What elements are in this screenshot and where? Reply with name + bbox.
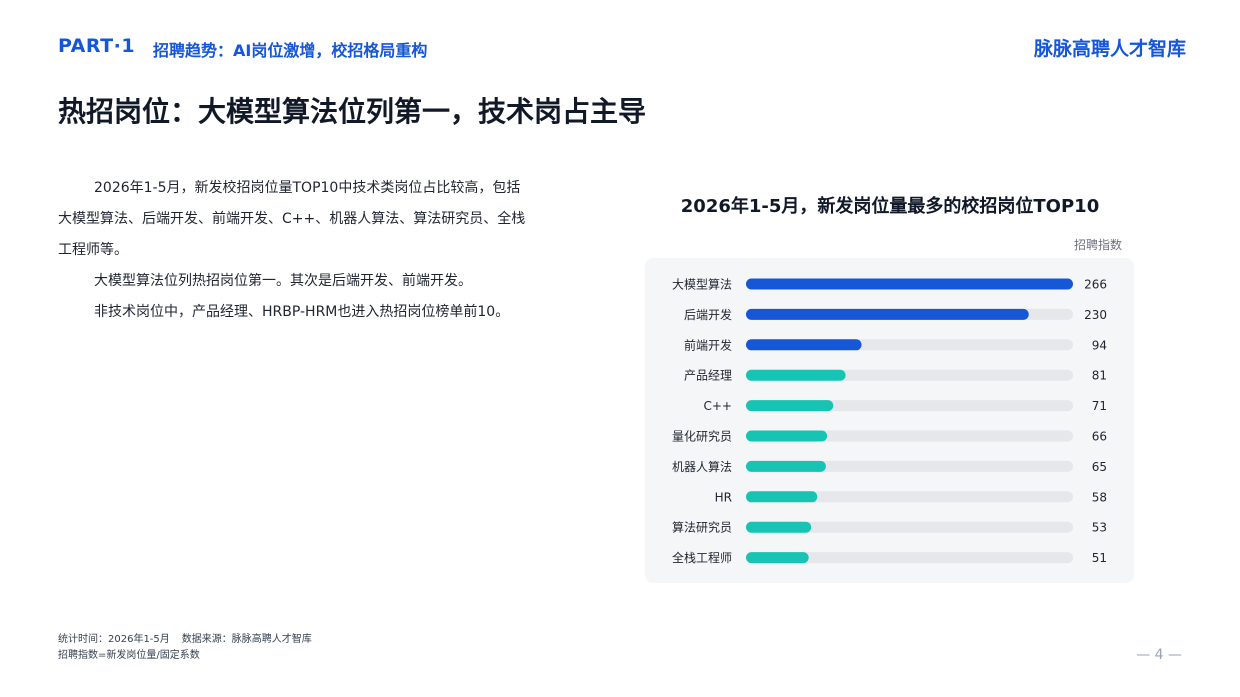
bar-label: 全栈工程师 [672, 550, 732, 565]
bar-value-label: 81 [1092, 369, 1107, 383]
bar-value-label: 58 [1092, 490, 1107, 504]
bar-label: 后端开发 [684, 307, 732, 322]
bar-value-label: 266 [1084, 278, 1107, 292]
bar [746, 521, 812, 533]
bar-track [746, 430, 1073, 442]
part-label: PART·1 [58, 35, 136, 57]
chart-unit-label: 招聘指数 [1073, 238, 1122, 252]
body-paragraph-3: 非技术岗位中，产品经理、HRBP-HRM也进入热招岗位榜单前10。 [94, 304, 510, 320]
bar [746, 460, 826, 472]
bar-label: 产品经理 [684, 369, 732, 383]
footer-formula: 招聘指数=新发岗位量/固定系数 [58, 650, 200, 661]
body-text: 2026年1-5月，新发校招岗位量TOP10中技术类岗位占比较高，包括大模型算法… [58, 173, 528, 328]
section-subtitle: 招聘趋势：AI岗位激增，校招格局重构 [153, 41, 428, 60]
bar-label: C++ [704, 399, 733, 413]
bar-value-label: 230 [1084, 308, 1107, 322]
bar-track [746, 521, 1073, 533]
bar-value-label: 71 [1092, 399, 1107, 413]
stat-time: 统计时间：2026年1-5月 [58, 634, 170, 645]
bar-value-label: 94 [1092, 338, 1107, 352]
body-paragraph-2: 大模型算法位列热招岗位第一。其次是后端开发、前端开发。 [94, 273, 472, 289]
page-title: 热招岗位：大模型算法位列第一，技术岗占主导 [58, 95, 647, 128]
bar [746, 339, 862, 351]
footer-notes: 统计时间：2026年1-5月 数据来源：脉脉高聘人才智库 招聘指数=新发岗位量/固… [58, 632, 312, 664]
bar-track [746, 491, 1073, 503]
footer-line-1: 统计时间：2026年1-5月 数据来源：脉脉高聘人才智库 [58, 632, 312, 648]
bar-value-label: 51 [1092, 551, 1107, 565]
bar [746, 400, 834, 412]
brand-logo-text: 脉脉高聘人才智库 [1033, 38, 1186, 60]
bar [746, 491, 818, 503]
bar [746, 308, 1029, 320]
bar [746, 552, 809, 564]
bar-value-label: 65 [1092, 460, 1107, 474]
bar-track [746, 552, 1073, 564]
bar-label: 算法研究员 [672, 520, 732, 535]
bar-label: 量化研究员 [672, 429, 732, 444]
bar-label: HR [715, 490, 732, 504]
bar-value-label: 53 [1092, 521, 1107, 535]
bar-label: 机器人算法 [672, 459, 732, 474]
bar-label: 大模型算法 [672, 277, 732, 292]
bar-label: 前端开发 [684, 337, 732, 352]
data-source: 数据来源：脉脉高聘人才智库 [181, 634, 312, 645]
bar [746, 278, 1073, 290]
page-number: — 4 — [1136, 647, 1182, 663]
bar [746, 369, 846, 381]
body-paragraph-1: 2026年1-5月，新发校招岗位量TOP10中技术类岗位占比较高，包括大模型算法… [58, 180, 526, 258]
bar-chart: 大模型算法 266 后端开发 230 前端开发 94 产品经理 81 C++ 71 量化研究员 66 机… [672, 277, 1107, 566]
bar-track [746, 460, 1073, 472]
chart-panel: 大模型算法 266 后端开发 230 前端开发 94 产品经理 81 C++ 71 量化研究员 66 机… [645, 258, 1134, 583]
chart-title: 2026年1-5月，新发岗位量最多的校招岗位TOP10 [680, 196, 1100, 217]
bar [746, 430, 828, 442]
bar-value-label: 66 [1092, 430, 1107, 444]
